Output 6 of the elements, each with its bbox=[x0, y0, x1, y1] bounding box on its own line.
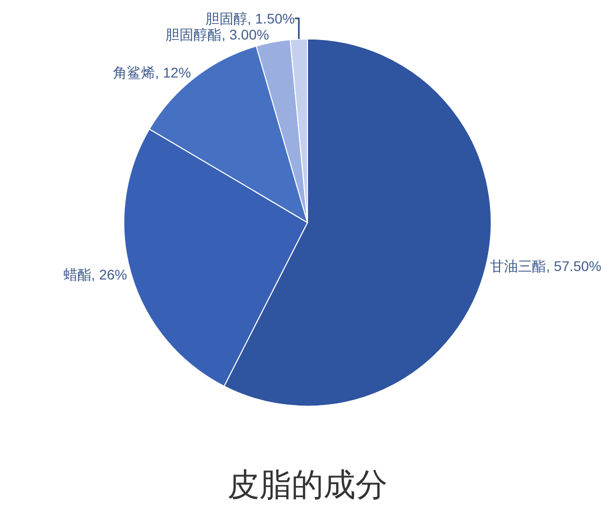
slice-label: 角鲨烯, 12% bbox=[113, 64, 191, 80]
slice-label: 胆固醇酯, 3.00% bbox=[166, 26, 270, 42]
slice-label: 蜡酯, 26% bbox=[63, 266, 128, 282]
text: 皮脂的成分 bbox=[228, 466, 388, 503]
slice-label: 甘油三酯, 57.50% bbox=[490, 258, 602, 274]
slice-label: 胆固醇, 1.50% bbox=[205, 10, 295, 26]
